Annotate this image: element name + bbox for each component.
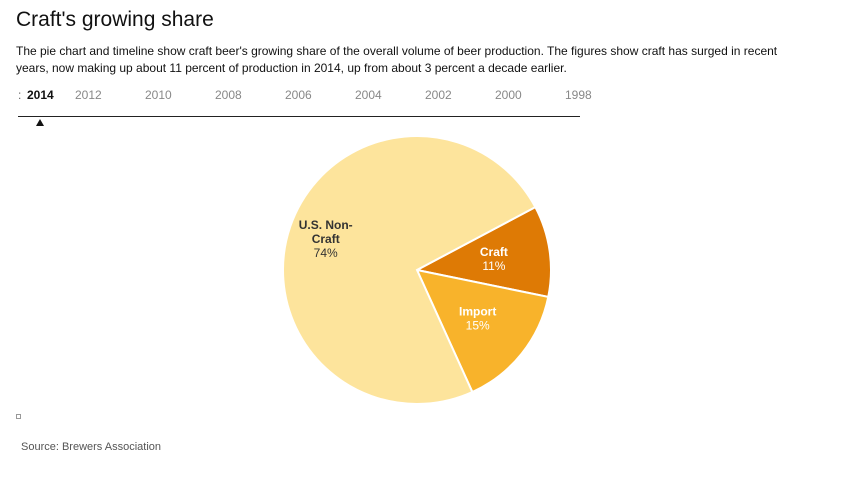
pie-label-import: Import 15% [459,305,496,333]
expand-icon[interactable] [16,414,21,419]
pie-slice-import[interactable] [415,268,550,394]
timeline-year-2012[interactable]: 2012 [75,88,102,102]
chart-description: The pie chart and timeline show craft be… [16,44,778,75]
source-note: Source: Brewers Association [21,441,162,453]
pie-slice-craft[interactable] [414,205,552,299]
timeline-selected-marker-icon [36,119,44,126]
pie-label-craft: Craft 11% [480,245,508,273]
page-title: Craft's growing share [16,8,214,31]
timeline-scroll-handle[interactable]: : [18,88,22,102]
timeline-year-2008[interactable]: 2008 [215,88,242,102]
pie-label-u-s-non-craft: U.S. Non-Craft 74% [299,218,353,260]
timeline-axis [18,116,580,117]
timeline-year-2000[interactable]: 2000 [495,88,522,102]
timeline-year-2004[interactable]: 2004 [355,88,382,102]
timeline-year-2006[interactable]: 2006 [285,88,312,102]
timeline-year-2014[interactable]: 2014 [27,88,54,102]
timeline: : 2014 2012 2010 2008 2006 2004 2002 200… [18,86,592,130]
pie-slice-u-s-non-craft[interactable] [281,135,537,406]
timeline-year-1998[interactable]: 1998 [565,88,592,102]
timeline-year-2002[interactable]: 2002 [425,88,452,102]
timeline-year-2010[interactable]: 2010 [145,88,172,102]
